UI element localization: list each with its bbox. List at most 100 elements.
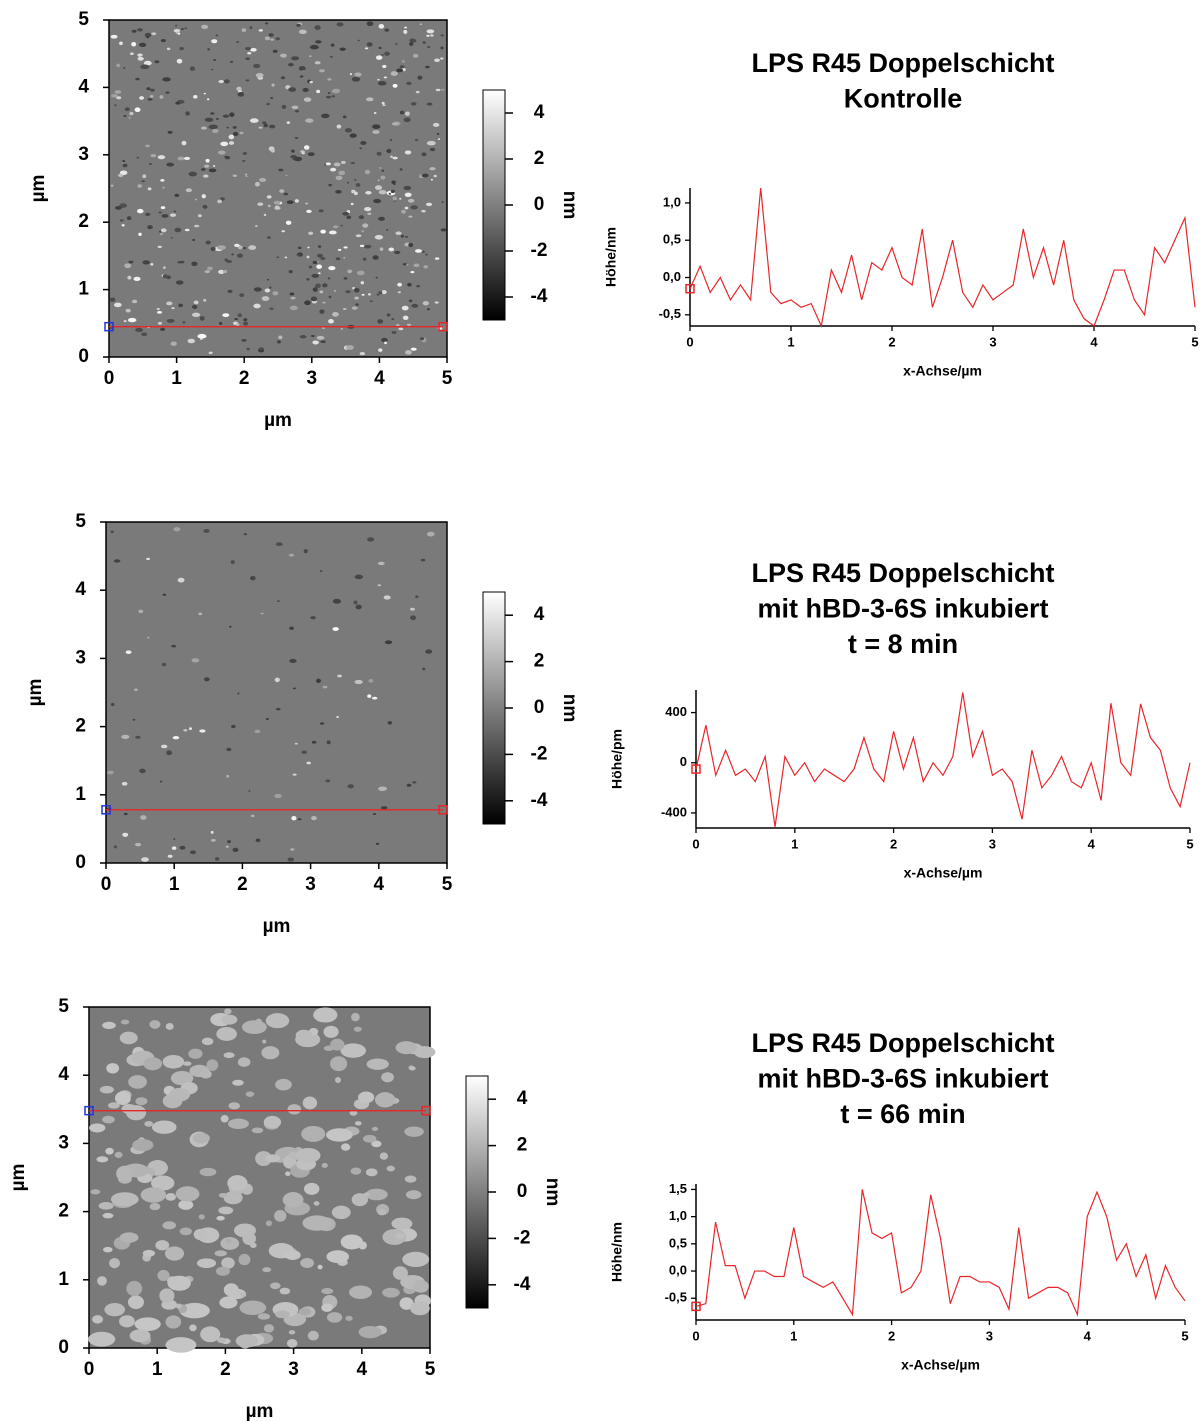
grain: [330, 1038, 345, 1051]
grain: [146, 557, 151, 561]
grain: [351, 306, 358, 310]
grain: [264, 36, 271, 41]
grain: [315, 678, 321, 683]
grain: [352, 286, 355, 290]
grain: [368, 679, 374, 683]
grain: [128, 1075, 147, 1089]
grain: [191, 658, 200, 663]
grain: [90, 1189, 101, 1195]
x-tick-label: 4: [357, 1359, 368, 1380]
grain: [296, 23, 301, 27]
grain: [171, 644, 177, 648]
grain: [183, 729, 188, 732]
x-tick-label: 2: [237, 874, 248, 895]
grain: [257, 202, 264, 206]
grain: [217, 1337, 226, 1344]
afm-image: [108, 19, 448, 358]
grain: [216, 1027, 237, 1041]
grain: [406, 783, 412, 787]
grain: [234, 318, 239, 320]
grain: [160, 228, 167, 233]
grain: [258, 126, 263, 129]
x-axis-label: x-Achse/µm: [904, 865, 983, 881]
grain: [401, 60, 405, 63]
grain: [400, 234, 404, 238]
grain: [401, 209, 406, 214]
grain: [239, 131, 244, 135]
grain: [235, 1334, 259, 1348]
grain: [123, 812, 128, 816]
grain: [250, 48, 257, 52]
grain: [295, 1029, 313, 1041]
grain: [374, 185, 383, 191]
grain: [97, 1276, 107, 1286]
grain: [138, 232, 142, 236]
x-tick-label: 5: [1181, 1328, 1188, 1343]
grain: [351, 1193, 368, 1207]
grain: [317, 245, 322, 249]
grain: [179, 845, 186, 850]
grain: [226, 774, 230, 778]
grain: [211, 39, 218, 44]
grain: [385, 229, 389, 231]
chart-title: mit hBD-3-6S inkubiert: [757, 1064, 1048, 1094]
grain: [142, 260, 150, 265]
profile-end: [438, 805, 448, 815]
grain: [225, 1238, 232, 1244]
grain: [408, 242, 414, 248]
grain: [299, 75, 304, 78]
grain: [291, 149, 295, 153]
grain: [119, 1031, 138, 1045]
grain: [421, 173, 429, 178]
grain: [349, 1110, 358, 1116]
grain: [218, 269, 225, 274]
grain: [255, 1018, 263, 1025]
grain: [371, 1140, 382, 1148]
grain: [297, 818, 302, 821]
grain: [414, 249, 422, 253]
grain: [239, 1300, 267, 1315]
grain: [384, 640, 393, 645]
grain: [344, 128, 353, 133]
grain: [381, 101, 385, 105]
grain: [253, 303, 261, 309]
grain: [326, 1250, 350, 1264]
cursor-marker: [685, 283, 695, 294]
grain: [115, 1091, 131, 1106]
grain: [241, 159, 246, 162]
grain: [426, 202, 433, 207]
grain: [110, 34, 118, 39]
grain: [167, 130, 173, 134]
grain: [322, 685, 328, 689]
grain: [357, 39, 360, 42]
grain: [313, 1201, 320, 1206]
chart-title: t = 66 min: [840, 1099, 965, 1129]
grain: [267, 204, 271, 208]
grain: [121, 1103, 137, 1114]
grain: [264, 288, 271, 293]
grain: [144, 1120, 154, 1127]
grain: [105, 1147, 114, 1155]
grain: [124, 263, 132, 269]
grain: [403, 117, 411, 123]
grain: [235, 323, 240, 326]
grain: [210, 830, 214, 834]
grain: [141, 180, 145, 183]
grain: [113, 302, 122, 308]
grain: [379, 247, 384, 251]
grain: [149, 1202, 161, 1211]
grain: [304, 300, 311, 306]
grain: [215, 118, 219, 120]
x-tick-label: 3: [307, 368, 318, 389]
grain: [185, 111, 190, 116]
grain: [398, 327, 404, 331]
grain: [326, 1128, 353, 1142]
grain: [350, 161, 355, 165]
grain: [248, 245, 257, 250]
grain: [243, 532, 247, 536]
grain: [268, 33, 274, 37]
grain: [266, 278, 269, 281]
grain: [203, 174, 209, 178]
grain: [272, 291, 279, 296]
